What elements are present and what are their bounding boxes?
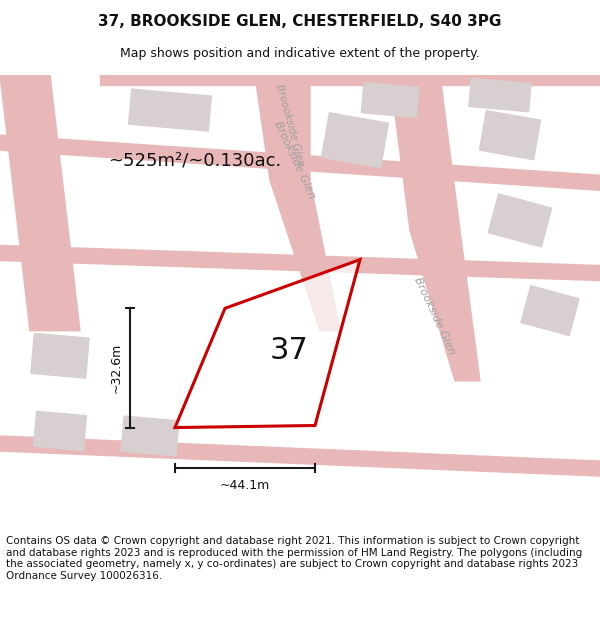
Polygon shape	[34, 411, 86, 451]
Text: Contains OS data © Crown copyright and database right 2021. This information is : Contains OS data © Crown copyright and d…	[6, 536, 582, 581]
Text: ~525m²/~0.130ac.: ~525m²/~0.130ac.	[109, 151, 281, 169]
Polygon shape	[0, 135, 600, 191]
Polygon shape	[31, 333, 89, 378]
Text: Broookside Glen: Broookside Glen	[274, 83, 306, 168]
Polygon shape	[322, 112, 388, 168]
Text: 37, BROOKSIDE GLEN, CHESTERFIELD, S40 3PG: 37, BROOKSIDE GLEN, CHESTERFIELD, S40 3P…	[98, 14, 502, 29]
Polygon shape	[0, 246, 600, 281]
Text: 37: 37	[269, 336, 308, 365]
Polygon shape	[0, 436, 600, 476]
Polygon shape	[255, 75, 340, 331]
Text: Brookside Glen: Brookside Glen	[413, 276, 457, 356]
Polygon shape	[521, 286, 579, 336]
Polygon shape	[0, 75, 80, 331]
Text: Map shows position and indicative extent of the property.: Map shows position and indicative extent…	[120, 48, 480, 61]
Text: ~44.1m: ~44.1m	[220, 479, 270, 492]
Polygon shape	[479, 111, 541, 160]
Polygon shape	[361, 82, 419, 118]
Polygon shape	[390, 75, 480, 381]
Polygon shape	[488, 194, 552, 247]
Text: ~32.6m: ~32.6m	[110, 342, 122, 393]
Polygon shape	[175, 259, 360, 428]
Polygon shape	[100, 75, 600, 85]
Polygon shape	[469, 79, 531, 112]
Polygon shape	[121, 416, 179, 456]
Text: Brookside Glen: Brookside Glen	[272, 120, 317, 201]
Polygon shape	[128, 89, 211, 131]
